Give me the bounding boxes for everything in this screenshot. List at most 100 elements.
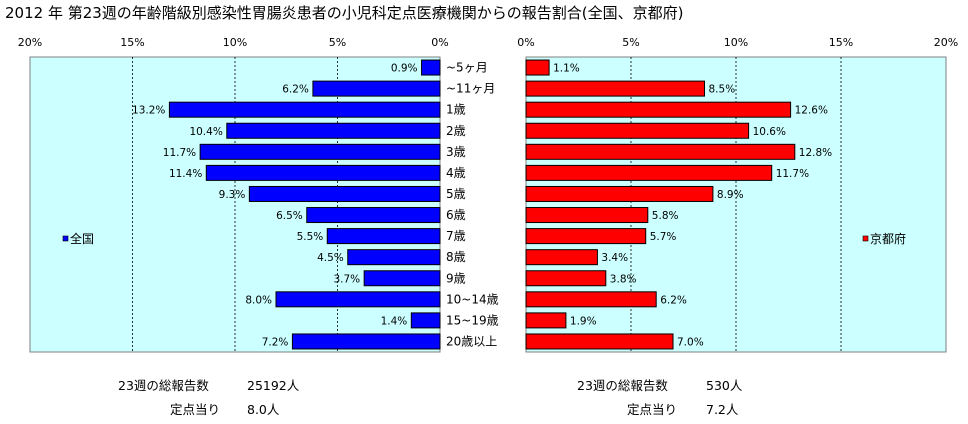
kyoto-footer: 23週の総報告数 530人 定点当り 7.2人	[577, 378, 743, 417]
national-data-label: 6.5%	[276, 210, 303, 222]
kyoto-bar	[525, 143, 796, 160]
kyoto-bar	[525, 80, 705, 97]
kyoto-bar	[525, 122, 750, 139]
national-bar	[312, 80, 441, 97]
kyoto-tick-label: 15%	[829, 36, 853, 49]
kyoto-bar	[525, 270, 607, 287]
kyoto-bar	[525, 207, 649, 224]
national-bar	[363, 270, 441, 287]
kyoto-bar	[525, 185, 714, 202]
national-bar	[248, 185, 441, 202]
category-label: 8歳	[446, 250, 466, 264]
national-bar	[275, 291, 441, 308]
kyoto-bar	[525, 164, 773, 181]
national-bar	[226, 122, 441, 139]
kyoto-tick-label: 10%	[724, 36, 748, 49]
kyoto-data-label: 8.9%	[717, 189, 744, 201]
kyoto-data-label: 10.6%	[753, 126, 786, 138]
category-label: 20歳以上	[446, 334, 497, 348]
national-data-label: 6.2%	[282, 84, 309, 96]
kyoto-bar	[525, 312, 567, 329]
chart-title: 2012 年 第23週の年齢階級別感染性胃腸炎患者の小児科定点医療機関からの報告…	[5, 4, 684, 22]
kyoto-bar	[525, 101, 792, 118]
kyoto-per-site-label: 定点当り	[627, 402, 677, 417]
kyoto-data-label: 3.4%	[601, 252, 628, 264]
category-label: 9歳	[446, 271, 466, 285]
national-bar	[199, 143, 441, 160]
category-label: 3歳	[446, 145, 466, 159]
kyoto-panel: 0% 5% 10% 15% 20% 1.1% 8.5% 12.6% 10.6% 12.8% 11.7…	[517, 36, 958, 353]
national-tick-label: 0%	[431, 36, 448, 49]
national-data-label: 13.2%	[132, 105, 165, 117]
national-data-label: 0.9%	[391, 63, 418, 75]
national-per-site-label: 定点当り	[170, 402, 220, 417]
kyoto-tick-label: 20%	[934, 36, 958, 49]
national-bar	[421, 59, 441, 76]
kyoto-data-label: 3.8%	[610, 273, 637, 285]
national-data-label: 10.4%	[189, 126, 222, 138]
national-bar	[291, 333, 441, 350]
national-total-label: 23週の総報告数	[118, 378, 209, 393]
kyoto-bar	[525, 333, 674, 350]
kyoto-bar	[525, 228, 647, 245]
national-data-label: 3.7%	[333, 273, 360, 285]
national-tick-label: 10%	[223, 36, 247, 49]
national-bar	[168, 101, 441, 118]
kyoto-data-label: 7.0%	[677, 336, 704, 348]
kyoto-data-label: 6.2%	[660, 294, 687, 306]
kyoto-bar	[525, 249, 598, 266]
kyoto-data-label: 5.8%	[652, 210, 679, 222]
kyoto-data-label: 1.9%	[570, 315, 597, 327]
category-label: 15~19歳	[446, 313, 499, 327]
national-data-label: 1.4%	[381, 315, 408, 327]
national-bar	[326, 228, 441, 245]
national-per-site-value: 8.0人	[247, 402, 280, 417]
kyoto-data-label: 12.6%	[795, 105, 828, 117]
national-bar	[410, 312, 441, 329]
category-label: 5歳	[446, 187, 466, 201]
kyoto-legend-swatch	[862, 235, 869, 242]
national-data-label: 9.3%	[219, 189, 246, 201]
kyoto-per-site-value: 7.2人	[706, 402, 739, 417]
kyoto-data-label: 1.1%	[553, 63, 580, 75]
national-panel: 20% 15% 10% 5% 0% 0.9% 6.2% 13.2% 10.4% 11.7% 11.4…	[18, 36, 449, 353]
kyoto-total-value: 530人	[706, 378, 743, 393]
category-label: 4歳	[446, 166, 466, 180]
national-tick-label: 15%	[120, 36, 144, 49]
national-footer: 23週の総報告数 25192人 定点当り 8.0人	[118, 378, 300, 417]
kyoto-data-label: 8.5%	[709, 84, 736, 96]
national-tick-label: 5%	[329, 36, 346, 49]
national-data-label: 5.5%	[297, 231, 324, 243]
category-label: 1歳	[446, 103, 466, 117]
category-labels: ~5ヶ月 ~11ヶ月 1歳 2歳 3歳 4歳 5歳 6歳 7歳 8歳 9歳 10~14歳 15~19歳 2…	[446, 61, 499, 349]
kyoto-bar	[525, 291, 657, 308]
category-label: ~5ヶ月	[446, 61, 488, 75]
category-label: 10~14歳	[446, 292, 499, 306]
kyoto-tick-label: 5%	[622, 36, 639, 49]
national-bar	[205, 164, 441, 181]
national-bar	[347, 249, 441, 266]
national-total-value: 25192人	[247, 378, 300, 393]
national-data-label: 7.2%	[262, 336, 289, 348]
kyoto-legend-label: 京都府	[870, 231, 906, 246]
national-data-label: 4.5%	[317, 252, 344, 264]
category-label: ~11ヶ月	[446, 82, 495, 96]
kyoto-data-label: 11.7%	[776, 168, 809, 180]
national-data-label: 11.7%	[163, 147, 196, 159]
national-legend-swatch	[62, 235, 69, 242]
national-bar	[306, 207, 441, 224]
national-data-label: 8.0%	[245, 294, 272, 306]
category-label: 7歳	[446, 229, 466, 243]
category-label: 2歳	[446, 124, 466, 138]
national-data-label: 11.4%	[169, 168, 202, 180]
kyoto-bar	[525, 59, 550, 76]
kyoto-data-label: 5.7%	[650, 231, 677, 243]
kyoto-total-label: 23週の総報告数	[577, 378, 668, 393]
kyoto-tick-label: 0%	[517, 36, 534, 49]
category-label: 6歳	[446, 208, 466, 222]
kyoto-data-label: 12.8%	[799, 147, 832, 159]
national-tick-label: 20%	[18, 36, 42, 49]
national-legend-label: 全国	[70, 231, 94, 246]
